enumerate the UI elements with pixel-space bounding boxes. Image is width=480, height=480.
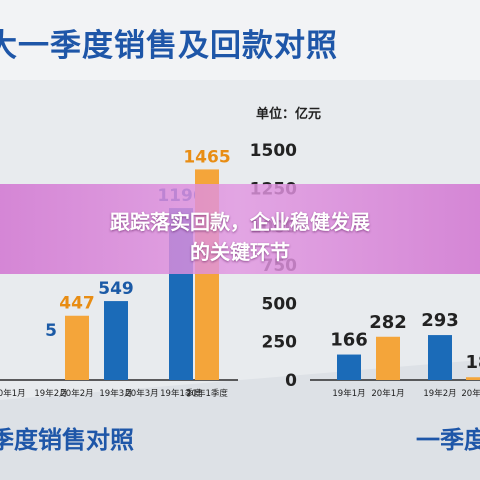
x-tick-label: 19年2月 bbox=[34, 388, 67, 399]
data-label: 18 bbox=[465, 352, 480, 373]
bar bbox=[428, 335, 452, 380]
data-label: 166 bbox=[330, 330, 368, 351]
headline-banner: 跟踪落实回款，企业稳健发展 的关键环节 bbox=[0, 184, 480, 274]
bar bbox=[376, 336, 400, 380]
x-tick-label: 20年3月 bbox=[125, 388, 158, 399]
left-chart-caption: 季度销售对照 bbox=[0, 426, 134, 454]
x-tick-label: 19年2月 bbox=[423, 388, 456, 399]
y-tick-label: 1500 bbox=[250, 141, 297, 161]
x-tick-label: 20年2月 bbox=[60, 388, 93, 399]
data-label: 447 bbox=[59, 294, 95, 314]
data-label: 282 bbox=[369, 312, 407, 333]
headline-line-2: 的关键环节 bbox=[190, 240, 290, 264]
unit-label: 单位：亿元 bbox=[256, 107, 322, 122]
x-tick-label: 19年3月 bbox=[99, 388, 132, 399]
bar bbox=[65, 315, 89, 380]
y-tick-label: 0 bbox=[285, 371, 297, 391]
y-tick-label: 500 bbox=[262, 294, 298, 314]
right-chart-caption: 一季度 bbox=[416, 426, 480, 454]
data-label: 549 bbox=[98, 279, 134, 299]
data-label: 293 bbox=[421, 310, 459, 331]
x-tick-label: 20年1月 bbox=[0, 388, 26, 399]
bar bbox=[466, 377, 480, 380]
bar bbox=[104, 301, 128, 380]
x-tick-label: 20年1季度 bbox=[186, 388, 228, 399]
data-label: 5 bbox=[45, 321, 57, 341]
x-tick-label: 19年1月 bbox=[332, 388, 365, 399]
x-tick-label: 20年1月 bbox=[371, 388, 404, 399]
x-tick-label: 20年2月 bbox=[461, 388, 480, 399]
x-tick-label: 19年1季度 bbox=[160, 388, 202, 399]
bar bbox=[337, 354, 361, 380]
headline-line-1: 跟踪落实回款，企业稳健发展 bbox=[110, 210, 370, 234]
data-label: 1465 bbox=[183, 147, 230, 167]
page-title: 大一季度销售及回款对照 bbox=[0, 28, 338, 64]
y-tick-label: 250 bbox=[262, 333, 298, 353]
